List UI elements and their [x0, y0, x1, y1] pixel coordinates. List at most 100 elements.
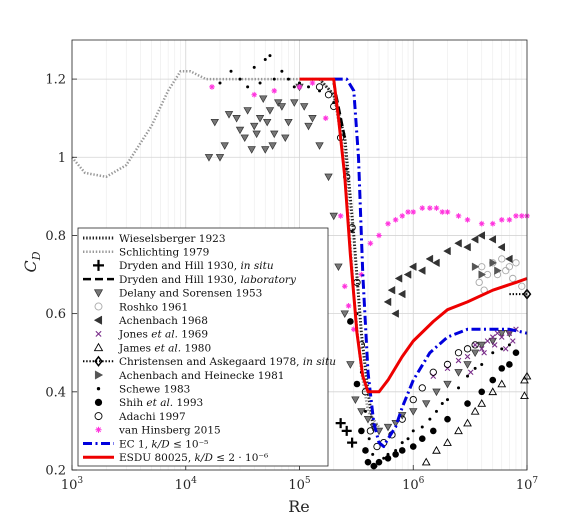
data-point	[229, 69, 233, 73]
data-point	[366, 427, 375, 435]
data-point	[247, 146, 256, 154]
series-2	[335, 418, 358, 448]
data-point	[397, 289, 406, 299]
data-point	[497, 379, 507, 388]
data-point	[498, 217, 505, 223]
data-point	[418, 384, 426, 392]
data-point	[444, 209, 451, 215]
data-point	[324, 91, 333, 99]
data-point	[394, 274, 403, 283]
data-point	[506, 330, 513, 336]
data-point	[505, 254, 513, 264]
x-tick-label: 106	[402, 476, 425, 493]
data-point	[445, 398, 449, 402]
series-line	[71, 70, 381, 428]
data-point	[439, 209, 446, 215]
data-point	[363, 409, 367, 413]
data-point	[367, 240, 374, 247]
data-point	[494, 330, 501, 336]
data-point	[489, 334, 496, 340]
data-point	[290, 99, 299, 107]
data-point	[505, 263, 514, 271]
data-point	[470, 235, 479, 244]
data-point	[351, 396, 360, 404]
legend-entry-label: Shih et al. 1993	[119, 397, 203, 409]
legend-swatch	[93, 259, 104, 271]
data-point	[215, 154, 225, 162]
data-point	[292, 85, 296, 89]
data-point	[383, 423, 393, 432]
data-point	[210, 118, 219, 127]
data-point	[509, 274, 517, 283]
series-16	[299, 77, 528, 394]
data-point	[272, 77, 276, 81]
data-point	[341, 283, 348, 290]
y-tick-label: 0.6	[45, 307, 66, 322]
series-12	[347, 318, 520, 470]
data-point	[258, 81, 262, 85]
data-point	[220, 142, 229, 150]
data-point	[281, 134, 290, 143]
data-point	[204, 154, 214, 162]
data-point	[498, 334, 505, 340]
series-line	[333, 77, 528, 448]
data-point	[345, 303, 352, 309]
data-point	[218, 81, 222, 85]
data-point	[280, 69, 284, 73]
data-point	[324, 173, 333, 182]
data-point	[420, 425, 424, 429]
y-tick-label: 1	[58, 151, 66, 166]
data-point	[387, 285, 396, 295]
data-point	[274, 99, 283, 107]
data-point	[240, 134, 249, 143]
data-point	[286, 77, 290, 81]
data-point	[296, 84, 303, 90]
data-point	[263, 58, 267, 62]
data-point	[434, 409, 438, 413]
data-point	[454, 369, 463, 377]
data-point	[427, 205, 433, 211]
x-axis-label: Re	[288, 497, 310, 516]
data-point	[497, 330, 506, 338]
data-point	[478, 270, 487, 279]
legend-swatch-marker	[94, 355, 103, 367]
data-point	[405, 209, 411, 215]
data-point	[463, 242, 471, 252]
data-point	[411, 429, 415, 433]
legend-entry-label: Schewe 1983	[119, 384, 190, 396]
data-point	[341, 425, 352, 436]
data-point	[518, 213, 525, 219]
data-point	[497, 242, 506, 252]
legend-box	[77, 227, 329, 467]
data-point	[455, 357, 462, 364]
data-point	[507, 343, 511, 347]
data-point	[350, 326, 357, 333]
series-8	[421, 371, 532, 466]
x-tick-label: 105	[288, 476, 311, 493]
legend-entry-label: Christensen and Askegaard 1978, in situ	[119, 356, 336, 368]
data-point	[489, 258, 498, 268]
data-point	[440, 402, 444, 406]
data-point	[392, 217, 399, 223]
data-point	[353, 380, 361, 388]
data-point	[322, 115, 329, 121]
data-point	[385, 220, 391, 227]
data-point	[376, 232, 382, 239]
legend-entry-label: Dryden and Hill 1930, in situ	[119, 260, 274, 272]
data-point	[463, 418, 472, 427]
data-point	[494, 266, 502, 275]
data-point	[235, 126, 245, 135]
data-point	[488, 387, 498, 396]
data-point	[488, 337, 497, 346]
data-point	[259, 95, 268, 103]
data-point	[471, 262, 480, 271]
data-point	[466, 374, 470, 378]
data-point	[464, 353, 471, 360]
data-point	[363, 416, 373, 424]
data-point	[367, 437, 371, 441]
data-point	[252, 65, 256, 69]
data-point	[304, 122, 313, 131]
data-point	[473, 366, 477, 370]
data-point	[391, 309, 399, 318]
